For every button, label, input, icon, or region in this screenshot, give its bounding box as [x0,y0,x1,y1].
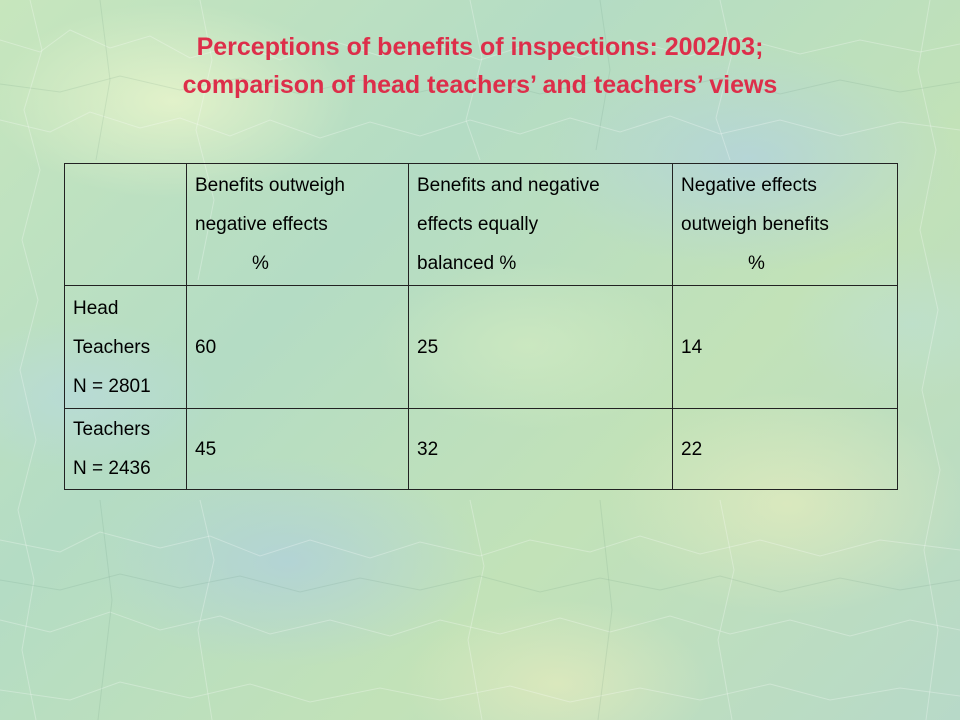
table-cell-value: 22 [672,408,898,490]
slide-title-line-1: Perceptions of benefits of inspections: … [196,33,764,61]
header-cell-empty [64,163,187,286]
row-label-head-teachers: Head Teachers N = 2801 [64,285,187,409]
table-row: Head Teachers N = 2801 60 25 14 [64,285,898,409]
table-cell-value: 60 [186,285,409,409]
table-header-row: Benefits outweigh negative effects % Ben… [64,163,898,286]
table-cell-value: 14 [672,285,898,409]
table-row: Teachers N = 2436 45 32 22 [64,408,898,490]
perceptions-table: Benefits outweigh negative effects % Ben… [64,163,898,490]
header-cell-benefits-outweigh: Benefits outweigh negative effects % [186,163,409,286]
table-cell-value: 45 [186,408,409,490]
table-cell-value: 32 [408,408,673,490]
slide-title: Perceptions of benefits of inspections: … [0,28,960,104]
row-label-teachers: Teachers N = 2436 [64,408,187,490]
table-cell-value: 25 [408,285,673,409]
slide-title-line-2: comparison of head teachers’ and teacher… [182,71,778,99]
header-cell-equally-balanced: Benefits and negative effects equally ba… [408,163,673,286]
header-cell-negative-outweigh: Negative effects outweigh benefits % [672,163,898,286]
